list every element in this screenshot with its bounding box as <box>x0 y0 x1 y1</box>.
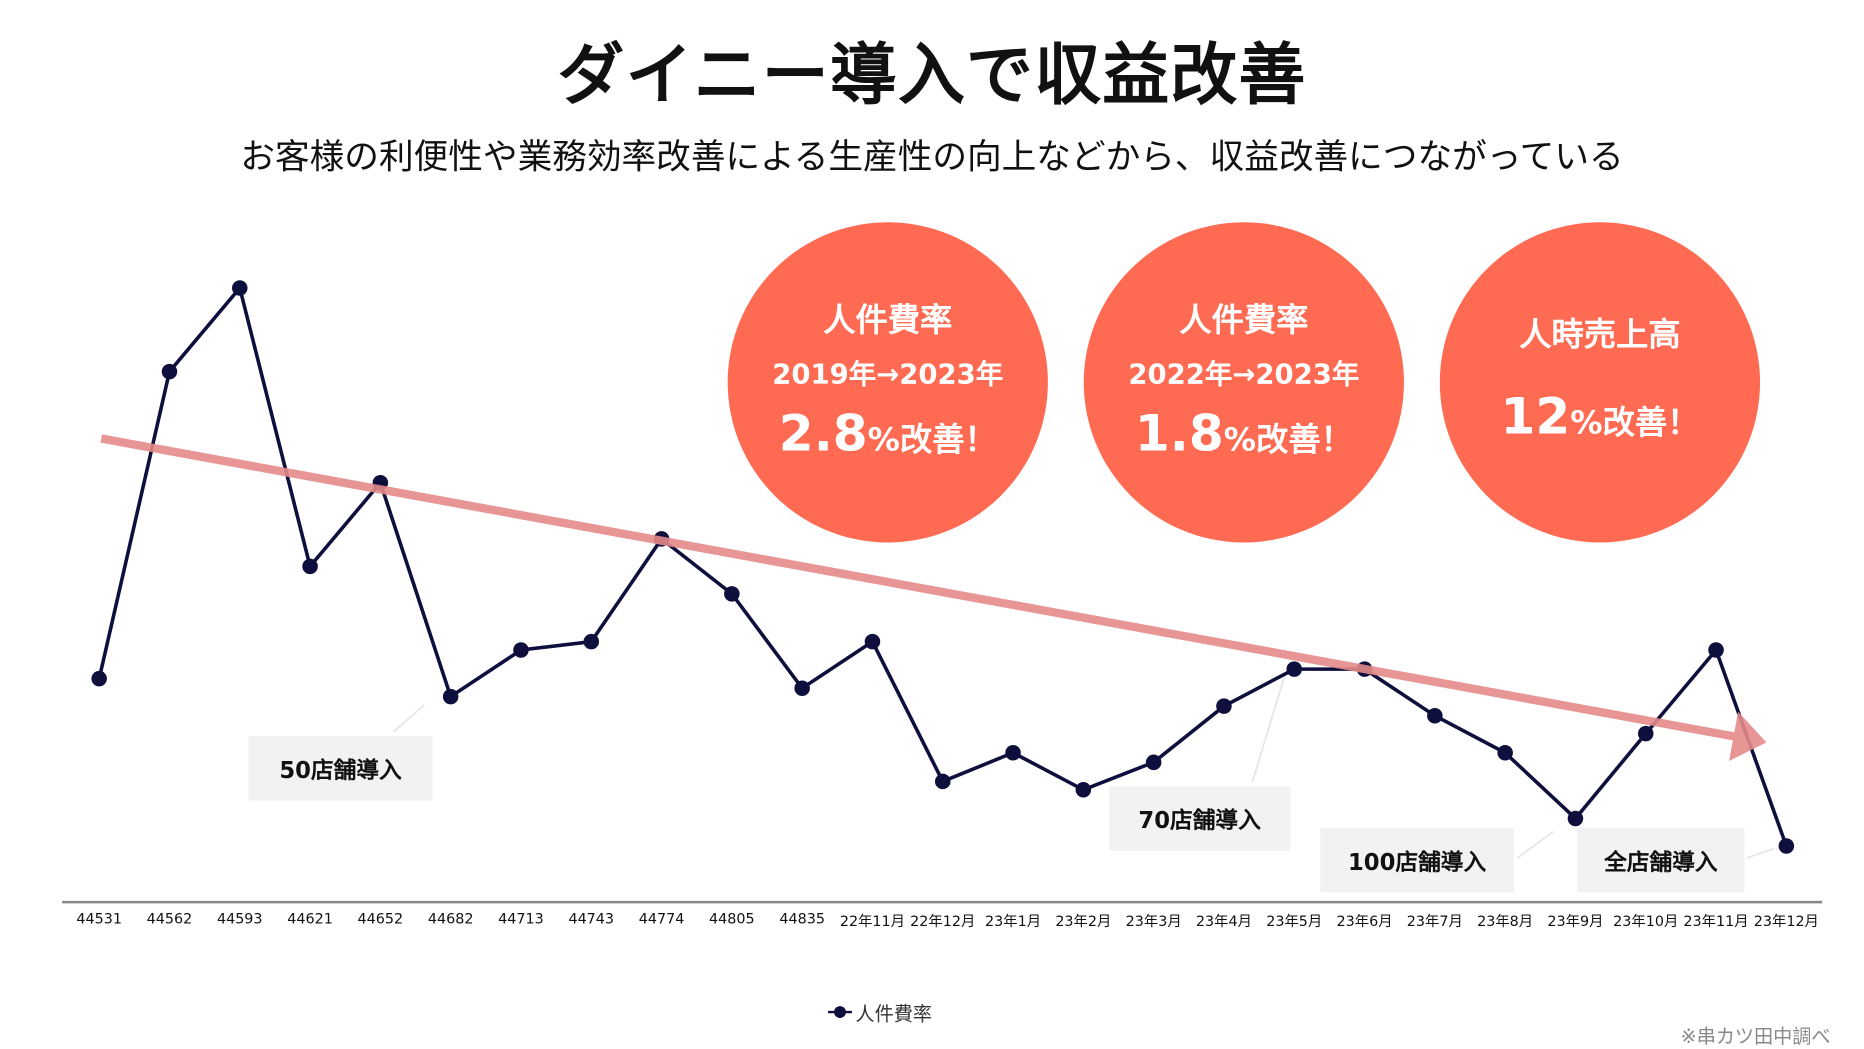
x-tick-label: 44562 <box>146 910 193 928</box>
highlight-circle-sales-per-hour: 人時売上高 12%改善！ <box>1439 222 1761 543</box>
x-tick-label: 23年1月 <box>985 912 1042 930</box>
data-point <box>864 633 881 650</box>
x-tick-label: 44835 <box>779 910 825 928</box>
annotation-50-stores: 50店舗導入 <box>248 736 433 801</box>
x-tick-label: 23年6月 <box>1336 912 1393 930</box>
data-point <box>724 586 740 602</box>
page-title: ダイニー導入で収益改善 <box>557 37 1307 115</box>
highlight-period: 2019年→2023年 <box>772 359 1004 391</box>
data-point <box>513 642 529 658</box>
x-tick-label: 23年5月 <box>1266 912 1323 930</box>
x-tick-label: 44774 <box>638 910 685 928</box>
trend-arrow <box>100 434 1767 762</box>
highlight-value: 1.8%改善！ <box>1134 403 1353 463</box>
x-tick-label: 23年9月 <box>1547 912 1604 930</box>
legend-marker-icon <box>828 1006 852 1019</box>
annotation-all-stores: 全店舗導入 <box>1577 828 1745 893</box>
data-point <box>91 670 107 687</box>
x-tick-label: 44593 <box>216 910 263 928</box>
annotation-leader <box>1251 676 1286 783</box>
highlight-label: 人件費率 <box>1179 302 1309 340</box>
data-point <box>161 363 178 380</box>
data-point <box>1145 754 1162 771</box>
x-tick-label: 23年2月 <box>1055 912 1112 930</box>
data-point <box>934 773 951 790</box>
data-point <box>302 558 318 575</box>
data-point <box>583 633 600 650</box>
data-point <box>794 680 810 697</box>
data-point <box>1567 810 1584 827</box>
x-tick-label: 23年4月 <box>1195 912 1252 930</box>
data-point <box>1637 725 1654 742</box>
data-point <box>1427 707 1443 724</box>
legend-label: 人件費率 <box>855 1002 933 1026</box>
highlight-value: 12%改善！ <box>1500 387 1700 446</box>
data-point <box>1075 782 1092 798</box>
data-point <box>442 688 459 705</box>
highlight-label: 人時売上高 <box>1519 316 1681 354</box>
x-tick-label: 44743 <box>568 910 615 928</box>
x-tick-label: 22年11月 <box>839 912 906 930</box>
x-tick-label: 23年3月 <box>1125 912 1182 930</box>
annotation-leader <box>393 704 425 732</box>
data-point <box>1005 745 1021 761</box>
x-tick-label: 44531 <box>76 910 122 928</box>
x-tick-label: 44621 <box>287 910 333 928</box>
x-tick-label: 44652 <box>357 910 404 928</box>
source-note: ※串カツ田中調べ <box>1680 1025 1831 1048</box>
page-subtitle: お客様の利便性や業務効率改善による生産性の向上などから、収益改善につながっている <box>240 136 1624 177</box>
chart-legend: 人件費率 <box>828 998 933 1027</box>
highlight-circle-labor-cost-2019: 人件費率 2019年→2023年 2.8%改善！ <box>727 222 1048 543</box>
x-tick-label: 44713 <box>498 910 544 928</box>
x-tick-label: 44682 <box>427 910 474 928</box>
x-tick-label: 44805 <box>709 910 755 928</box>
highlight-value: 2.8%改善！ <box>778 403 997 463</box>
highlight-label: 人件費率 <box>823 302 953 340</box>
x-tick-label: 23年12月 <box>1753 912 1819 930</box>
annotation-70-stores: 70店舗導入 <box>1108 786 1291 851</box>
data-point <box>1286 661 1303 677</box>
x-tick-label: 23年10月 <box>1613 912 1679 930</box>
annotation-leader <box>1516 830 1554 859</box>
data-point <box>1778 838 1795 854</box>
data-point <box>1216 698 1232 714</box>
x-tick-label: 23年7月 <box>1406 912 1463 930</box>
data-point <box>232 280 248 296</box>
x-tick-label: 22年12月 <box>910 912 976 930</box>
highlight-period: 2022年→2023年 <box>1128 359 1360 391</box>
annotation-100-stores: 100店舗導入 <box>1320 828 1514 893</box>
x-tick-label: 23年11月 <box>1683 912 1749 930</box>
annotation-leader <box>1746 847 1775 859</box>
highlight-circle-labor-cost-2022: 人件費率 2022年→2023年 1.8%改善！ <box>1083 222 1404 543</box>
x-tick-label: 23年8月 <box>1477 912 1534 930</box>
data-point <box>1708 642 1724 658</box>
data-point <box>1497 745 1513 761</box>
